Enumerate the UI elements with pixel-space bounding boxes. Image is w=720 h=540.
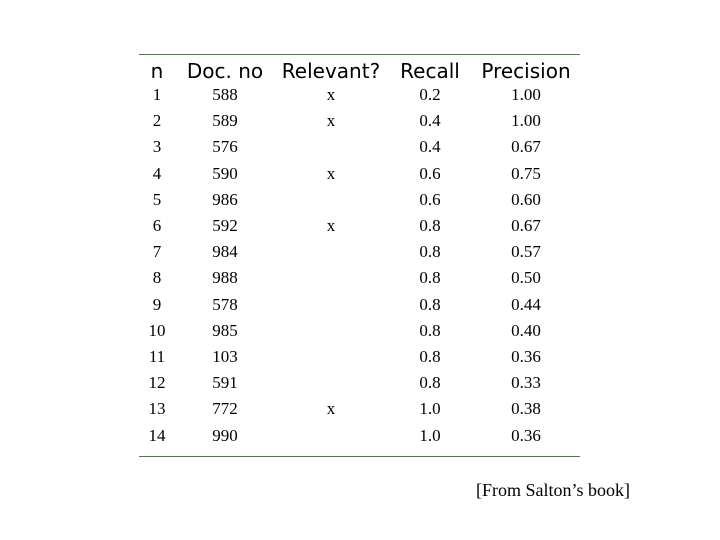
cell-doc-no: 576 bbox=[212, 137, 238, 157]
cell-n: 9 bbox=[152, 294, 162, 314]
cell-relevant: x bbox=[326, 85, 336, 104]
cell-doc-no: 988 bbox=[212, 268, 238, 288]
cell-n: 10 bbox=[148, 320, 166, 340]
table-row: 6 592 x 0.8 0.67 bbox=[0, 213, 720, 239]
cell-n: 8 bbox=[152, 268, 162, 288]
table-row: 5 986 0.6 0.60 bbox=[0, 187, 720, 213]
cell-doc-no: 984 bbox=[212, 242, 238, 262]
cell-recall: 0.6 bbox=[419, 163, 441, 183]
column-header-recall: Recall bbox=[400, 59, 460, 83]
cell-precision: 0.75 bbox=[511, 163, 541, 183]
cell-relevant: x bbox=[326, 216, 336, 235]
cell-precision: 0.50 bbox=[511, 268, 541, 288]
table-row: 3 576 0.4 0.67 bbox=[0, 134, 720, 160]
cell-precision: 1.00 bbox=[511, 111, 541, 131]
cell-n: 14 bbox=[148, 425, 166, 445]
cell-n: 4 bbox=[152, 163, 162, 183]
cell-precision: 1.00 bbox=[511, 85, 541, 104]
cell-n: 6 bbox=[152, 216, 162, 235]
cell-n: 12 bbox=[148, 373, 166, 393]
cell-recall: 1.0 bbox=[419, 425, 441, 445]
table-row: 9 578 0.8 0.44 bbox=[0, 292, 720, 318]
table-bottom-rule bbox=[139, 456, 580, 457]
cell-recall: 0.6 bbox=[419, 189, 441, 209]
cell-recall: 0.4 bbox=[419, 137, 441, 157]
cell-n: 11 bbox=[148, 347, 166, 366]
column-header-doc-no: Doc. no bbox=[186, 59, 264, 83]
cell-n: 1 bbox=[152, 85, 162, 104]
cell-precision: 0.67 bbox=[511, 137, 541, 157]
source-caption: [From Salton’s book] bbox=[476, 480, 631, 500]
cell-precision: 0.40 bbox=[511, 320, 541, 340]
cell-precision: 0.36 bbox=[511, 425, 541, 445]
table-row: 13 772 x 1.0 0.38 bbox=[0, 396, 720, 422]
table-top-rule bbox=[139, 54, 580, 55]
cell-doc-no: 590 bbox=[212, 163, 238, 183]
cell-n: 2 bbox=[152, 111, 162, 131]
cell-n: 5 bbox=[152, 189, 162, 209]
cell-precision: 0.67 bbox=[511, 216, 541, 235]
cell-recall: 1.0 bbox=[419, 399, 441, 419]
cell-precision: 0.33 bbox=[511, 373, 541, 393]
cell-relevant: x bbox=[326, 111, 336, 131]
cell-recall: 0.8 bbox=[419, 216, 441, 235]
table-row: 12 591 0.8 0.33 bbox=[0, 370, 720, 396]
table-row: 4 590 x 0.6 0.75 bbox=[0, 161, 720, 187]
cell-n: 13 bbox=[148, 399, 166, 419]
cell-recall: 0.4 bbox=[419, 111, 441, 131]
cell-recall: 0.8 bbox=[419, 242, 441, 262]
cell-recall: 0.8 bbox=[419, 294, 441, 314]
cell-relevant: x bbox=[326, 399, 336, 419]
column-header-n: n bbox=[150, 59, 164, 83]
cell-precision: 0.57 bbox=[511, 242, 541, 262]
column-header-relevant: Relevant? bbox=[281, 59, 381, 83]
table-row: 2 589 x 0.4 1.00 bbox=[0, 108, 720, 134]
table-row: 1 588 x 0.2 1.00 bbox=[0, 82, 720, 108]
cell-doc-no: 772 bbox=[212, 399, 238, 419]
cell-relevant: x bbox=[326, 163, 336, 183]
cell-doc-no: 589 bbox=[212, 111, 238, 131]
cell-recall: 0.8 bbox=[419, 347, 441, 366]
cell-recall: 0.8 bbox=[419, 320, 441, 340]
cell-precision: 0.38 bbox=[511, 399, 541, 419]
cell-n: 3 bbox=[152, 137, 162, 157]
cell-doc-no: 990 bbox=[212, 425, 238, 445]
cell-recall: 0.8 bbox=[419, 268, 441, 288]
cell-doc-no: 592 bbox=[212, 216, 238, 235]
table-row: 7 984 0.8 0.57 bbox=[0, 239, 720, 265]
column-header-precision: Precision bbox=[481, 59, 571, 83]
cell-precision: 0.44 bbox=[511, 294, 541, 314]
cell-precision: 0.36 bbox=[511, 347, 541, 366]
table-row: 10 985 0.8 0.40 bbox=[0, 318, 720, 344]
cell-recall: 0.8 bbox=[419, 373, 441, 393]
cell-doc-no: 588 bbox=[212, 85, 238, 104]
cell-precision: 0.60 bbox=[511, 189, 541, 209]
table-row: 11 103 0.8 0.36 bbox=[0, 344, 720, 370]
cell-doc-no: 986 bbox=[212, 189, 238, 209]
cell-n: 7 bbox=[152, 242, 162, 262]
table-row: 14 990 1.0 0.36 bbox=[0, 423, 720, 449]
cell-doc-no: 591 bbox=[212, 373, 238, 393]
cell-doc-no: 985 bbox=[212, 320, 238, 340]
table-row: 8 988 0.8 0.50 bbox=[0, 265, 720, 291]
cell-doc-no: 578 bbox=[212, 294, 238, 314]
cell-recall: 0.2 bbox=[419, 85, 441, 104]
cell-doc-no: 103 bbox=[212, 347, 238, 366]
table-header: n Doc. no Relevant? Recall Precision bbox=[0, 58, 720, 84]
